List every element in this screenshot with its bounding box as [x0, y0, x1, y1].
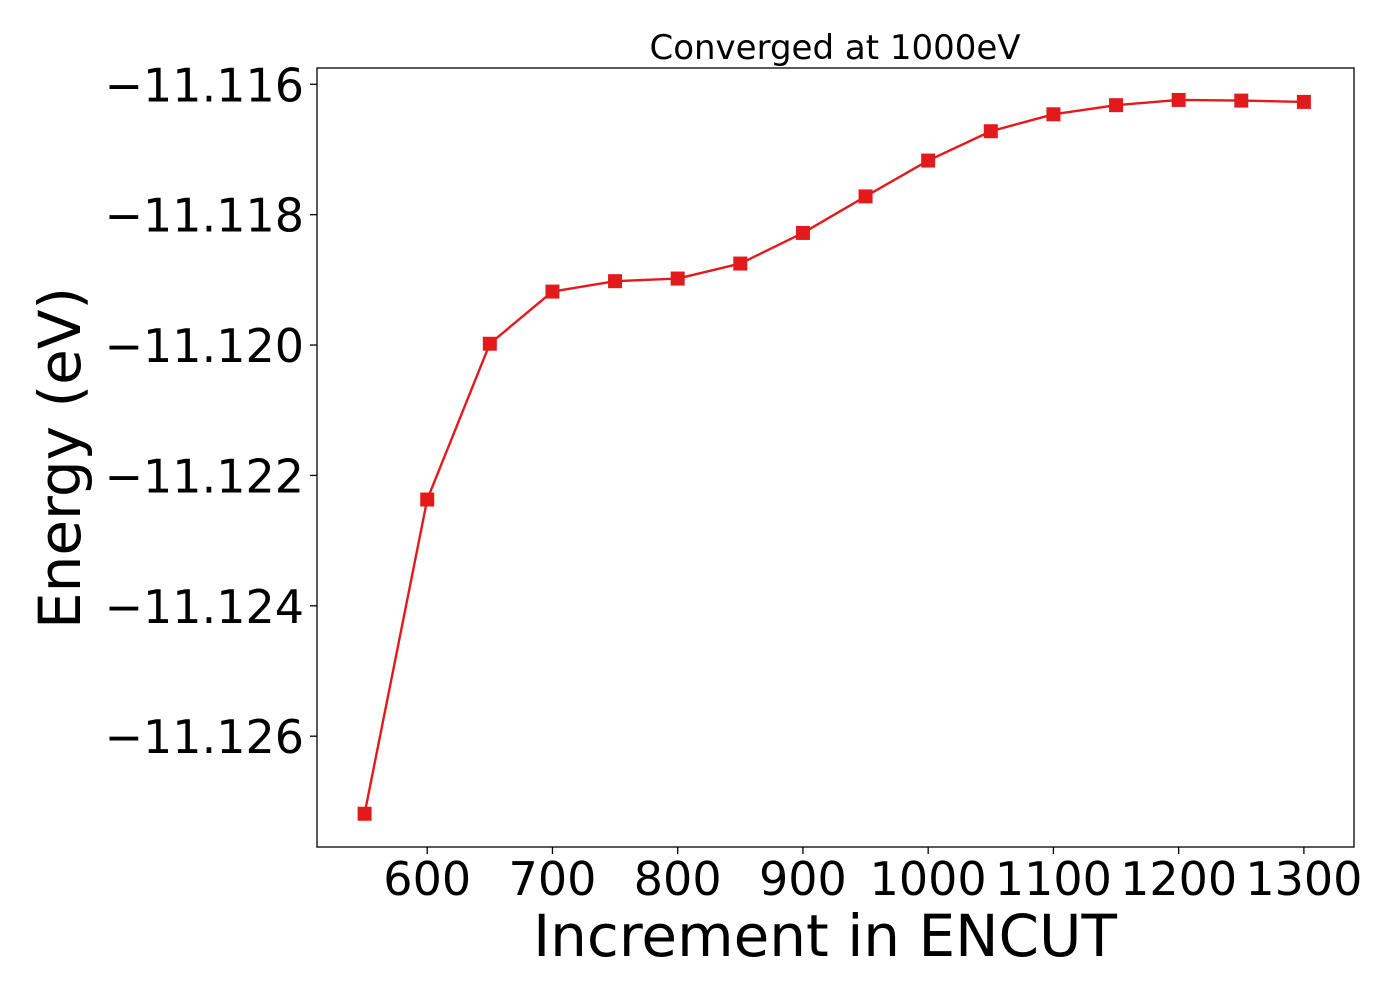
x-tick-label: 700 [509, 852, 597, 906]
ticks-layer: 600 700 800 900 1000 1100 1200 1300 −11.126 −11.1… [105, 58, 1363, 906]
x-tick-label: 1000 [870, 852, 987, 906]
data-point-marker [1296, 94, 1311, 109]
chart-title: Converged at 1000eV [649, 28, 1020, 68]
data-point-marker [733, 256, 748, 271]
x-tick-label: 1300 [1245, 852, 1362, 906]
plot-frame [316, 67, 1355, 848]
data-point-marker [983, 124, 998, 139]
y-tick-label: −11.126 [105, 710, 305, 764]
x-tick-label: 900 [759, 852, 847, 906]
data-point-marker [1046, 107, 1061, 122]
data-point-marker [420, 492, 435, 507]
data-point-marker [858, 189, 873, 204]
data-point-marker [1234, 93, 1249, 108]
y-tick-label: −11.116 [105, 58, 305, 112]
y-tick-label: −11.124 [105, 580, 305, 634]
data-point-marker [545, 284, 560, 299]
y-axis-label: Energy (eV) [26, 287, 94, 629]
data-point-marker [921, 153, 936, 168]
x-tick-label: 600 [383, 852, 471, 906]
x-axis-label: Increment in ENCUT [533, 902, 1117, 970]
data-point-marker [357, 806, 372, 821]
y-tick-label: −11.122 [105, 449, 305, 503]
x-tick-label: 800 [634, 852, 722, 906]
y-tick-label: −11.118 [105, 189, 305, 243]
y-tick-label: −11.120 [105, 319, 305, 373]
data-point-marker [608, 274, 623, 289]
data-point-marker [1171, 92, 1186, 107]
data-point-marker [670, 271, 685, 286]
x-tick-label: 1100 [995, 852, 1112, 906]
series-layer [357, 92, 1311, 821]
data-point-marker [482, 336, 497, 351]
data-point-marker [1109, 98, 1124, 113]
series-line [363, 98, 1304, 814]
data-point-marker [795, 225, 810, 240]
x-tick-label: 1200 [1120, 852, 1237, 906]
